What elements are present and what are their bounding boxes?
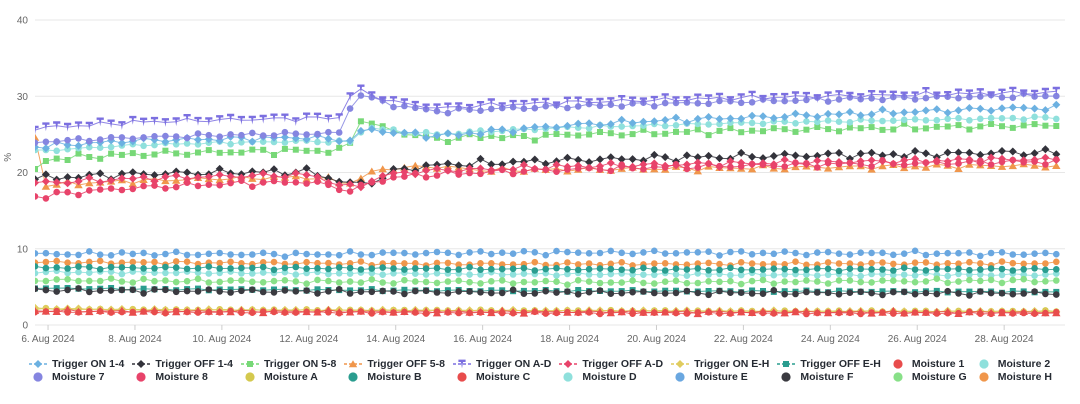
y-tick-label: 30 (17, 92, 29, 103)
legend-item-moisture-1[interactable]: Moisture 1 (888, 358, 967, 370)
x-tick-label: 20. Aug 2024 (627, 334, 686, 345)
legend-item-trigger-on-1-4[interactable]: Trigger ON 1-4 (28, 358, 124, 370)
y-tick-label: 0 (22, 321, 28, 332)
legend-marker-icon (781, 372, 791, 382)
legend-label: Moisture G (911, 371, 967, 383)
chart-legend: Trigger ON 1-4 Trigger OFF 1-4 Trigger ON … (14, 358, 1066, 383)
plot-area[interactable]: 0 10 20 30 40% 6. Aug 2024 8. Aug 2024 10. Aug … (0, 0, 1080, 358)
legend-marker-icon (344, 360, 363, 368)
legend-item-moisture-a[interactable]: Moisture A (240, 371, 336, 383)
y-tick-label: 40 (17, 16, 29, 27)
legend-item-moisture-g[interactable]: Moisture G (888, 371, 967, 383)
x-tick-label: 28. Aug 2024 (975, 334, 1034, 345)
x-tick-label: 16. Aug 2024 (453, 334, 512, 345)
legend-marker-icon (979, 359, 989, 369)
legend-label: Moisture 7 (52, 371, 105, 383)
legend-marker-icon (559, 360, 578, 368)
series-layer (35, 84, 1061, 318)
legend-marker-icon (675, 372, 685, 382)
legend-marker-icon (136, 372, 146, 382)
legend-item-moisture-7[interactable]: Moisture 7 (28, 371, 124, 383)
series-moisture-e (35, 247, 1060, 260)
legend-label: Moisture C (475, 371, 531, 383)
x-tick-label: 14. Aug 2024 (366, 334, 425, 345)
series-moisture-b (35, 263, 1060, 275)
legend-item-moisture-8[interactable]: Moisture 8 (131, 371, 233, 383)
x-tick-label: 18. Aug 2024 (540, 334, 599, 345)
legend-label: Trigger OFF 1-4 (155, 358, 233, 370)
legend-label: Moisture 1 (911, 358, 965, 370)
legend-marker-icon (29, 360, 47, 368)
legend-item-moisture-h[interactable]: Moisture H (974, 371, 1052, 383)
legend-item-moisture-c[interactable]: Moisture C (452, 371, 551, 383)
legend-item-moisture-f[interactable]: Moisture F (776, 371, 881, 383)
y-axis-title: % (3, 153, 14, 162)
legend-marker-icon (245, 372, 255, 382)
x-tick-label: 24. Aug 2024 (801, 334, 860, 345)
series-moisture-f (35, 285, 1060, 299)
series-trigger-on-5-8 (35, 118, 1060, 172)
legend-label: Moisture 8 (155, 371, 208, 383)
legend-item-moisture-2[interactable]: Moisture 2 (974, 358, 1052, 370)
legend-label: Trigger OFF A-D (582, 358, 664, 370)
legend-marker-icon (33, 372, 43, 382)
legend-item-trigger-off-5-8[interactable]: Trigger OFF 5-8 (343, 358, 445, 370)
legend-label: Moisture E (694, 371, 748, 383)
legend-marker-icon (452, 359, 471, 369)
legend-item-trigger-off-e-h[interactable]: Trigger OFF E-H (776, 358, 881, 370)
legend-label: Trigger OFF E-H (800, 358, 881, 370)
legend-label: Moisture B (367, 371, 422, 383)
legend-item-trigger-on-5-8[interactable]: Trigger ON 5-8 (240, 358, 336, 370)
legend-item-trigger-off-a-d[interactable]: Trigger OFF A-D (558, 358, 663, 370)
y-tick-label: 10 (17, 244, 29, 255)
legend-label: Trigger ON 5-8 (263, 358, 337, 370)
legend-label: Moisture F (800, 371, 854, 383)
legend-item-moisture-b[interactable]: Moisture B (343, 371, 445, 383)
legend-label: Moisture A (263, 371, 318, 383)
y-tick-label: 20 (17, 168, 29, 179)
legend-item-trigger-on-e-h[interactable]: Trigger ON E-H (670, 358, 769, 370)
legend-marker-icon (777, 361, 796, 367)
legend-marker-icon (979, 372, 989, 382)
x-tick-label: 8. Aug 2024 (108, 334, 162, 345)
series-moisture-c (35, 305, 1061, 318)
series-moisture-d (35, 267, 1060, 280)
series-trigger-on-1-4 (35, 100, 1061, 153)
legend-label: Trigger OFF 5-8 (367, 358, 445, 370)
legend-marker-icon (671, 360, 690, 368)
series-trigger-off-1-4 (35, 145, 1061, 188)
legend-label: Trigger ON A-D (475, 358, 552, 370)
series-trigger-on-a-d (35, 84, 1060, 135)
legend-label: Trigger ON E-H (694, 358, 770, 370)
legend-label: Moisture 2 (997, 358, 1051, 370)
legend-item-moisture-e[interactable]: Moisture E (670, 371, 769, 383)
legend-marker-icon (348, 372, 358, 382)
legend-marker-icon (240, 361, 259, 367)
legend-marker-icon (132, 360, 151, 368)
legend-label: Moisture H (997, 371, 1052, 383)
x-tick-label: 10. Aug 2024 (192, 334, 251, 345)
x-tick-label: 22. Aug 2024 (714, 334, 773, 345)
legend-label: Trigger ON 1-4 (52, 358, 125, 370)
x-tick-label: 26. Aug 2024 (888, 334, 947, 345)
legend-item-trigger-on-a-d[interactable]: Trigger ON A-D (452, 358, 551, 370)
legend-label: Moisture D (582, 371, 637, 383)
legend-marker-icon (893, 372, 903, 382)
series-moisture-g (35, 275, 1060, 288)
legend-marker-icon (563, 372, 573, 382)
x-tick-label: 12. Aug 2024 (279, 334, 338, 345)
x-tick-label: 6. Aug 2024 (21, 334, 75, 345)
legend-item-trigger-off-1-4[interactable]: Trigger OFF 1-4 (131, 358, 233, 370)
legend-marker-icon (457, 372, 467, 382)
legend-marker-icon (893, 359, 903, 369)
series-moisture-h (35, 257, 1060, 269)
legend-item-moisture-d[interactable]: Moisture D (558, 371, 663, 383)
series-trigger-off-a-d (35, 153, 1061, 192)
